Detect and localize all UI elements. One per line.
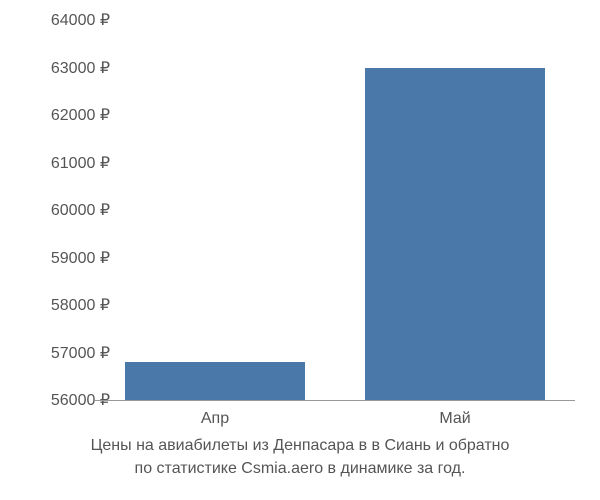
y-axis-tick-label: 64000 ₽ (51, 10, 110, 30)
y-axis-tick-label: 62000 ₽ (51, 105, 110, 125)
bar (365, 68, 545, 401)
chart-caption: Цены на авиабилеты из Денпасара в в Сиан… (0, 435, 600, 480)
y-axis-tick-label: 59000 ₽ (51, 248, 110, 268)
bar (125, 362, 305, 400)
x-axis-tick-label: Май (439, 410, 470, 428)
caption-line-1: Цены на авиабилеты из Денпасара в в Сиан… (91, 437, 510, 454)
chart-container: 56000 ₽57000 ₽58000 ₽59000 ₽60000 ₽61000… (0, 0, 600, 500)
y-axis-tick-label: 60000 ₽ (51, 200, 110, 220)
y-axis-tick-label: 63000 ₽ (51, 58, 110, 78)
x-axis-line (95, 400, 575, 401)
y-axis-tick-label: 61000 ₽ (51, 153, 110, 173)
y-axis-tick-label: 58000 ₽ (51, 295, 110, 315)
y-axis-tick-label: 57000 ₽ (51, 343, 110, 363)
x-axis-tick-label: Апр (201, 410, 229, 428)
caption-line-2: по статистике Csmia.aero в динамике за г… (135, 460, 466, 477)
